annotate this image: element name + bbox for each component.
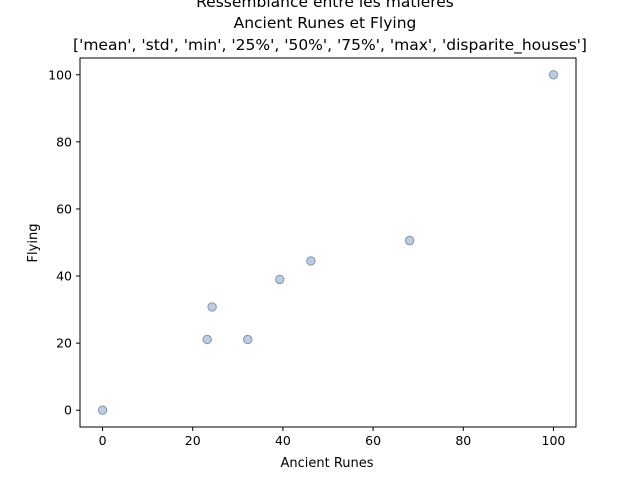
data-point	[548, 70, 559, 80]
chart-title-line-1: Ressemblance entre les matières	[196, 0, 454, 11]
x-axis-label: Ancient Runes	[280, 456, 373, 471]
y-tick-label: 40	[56, 269, 72, 284]
x-tick-label: 100	[542, 433, 566, 448]
chart-title-line-2: Ancient Runes et Flying	[234, 14, 417, 32]
data-point	[275, 274, 285, 285]
y-axis-label: Flying	[26, 224, 41, 263]
data-point	[243, 334, 253, 345]
data-point	[202, 334, 212, 345]
y-tick-label: 100	[48, 67, 72, 82]
data-point	[404, 235, 415, 246]
x-tick-label: 60	[365, 433, 381, 448]
y-tick-label: 60	[56, 201, 72, 216]
y-tick-label: 0	[64, 403, 72, 418]
x-tick-label: 80	[455, 433, 471, 448]
x-tick-label: 20	[185, 433, 201, 448]
x-tick-label: 0	[99, 433, 107, 448]
y-tick-label: 80	[56, 134, 72, 149]
x-tick-label: 40	[275, 433, 291, 448]
data-point	[306, 256, 316, 266]
plot-frame	[79, 57, 577, 428]
data-point	[97, 405, 108, 415]
chart-title-line-3: ['mean', 'std', 'min', '25%', '50%', '75…	[73, 36, 587, 55]
data-point	[207, 302, 217, 312]
y-tick-label: 20	[56, 336, 72, 351]
plot-area: 0 20 40 60 80 100 0 20 40 60 80 100	[48, 57, 577, 448]
